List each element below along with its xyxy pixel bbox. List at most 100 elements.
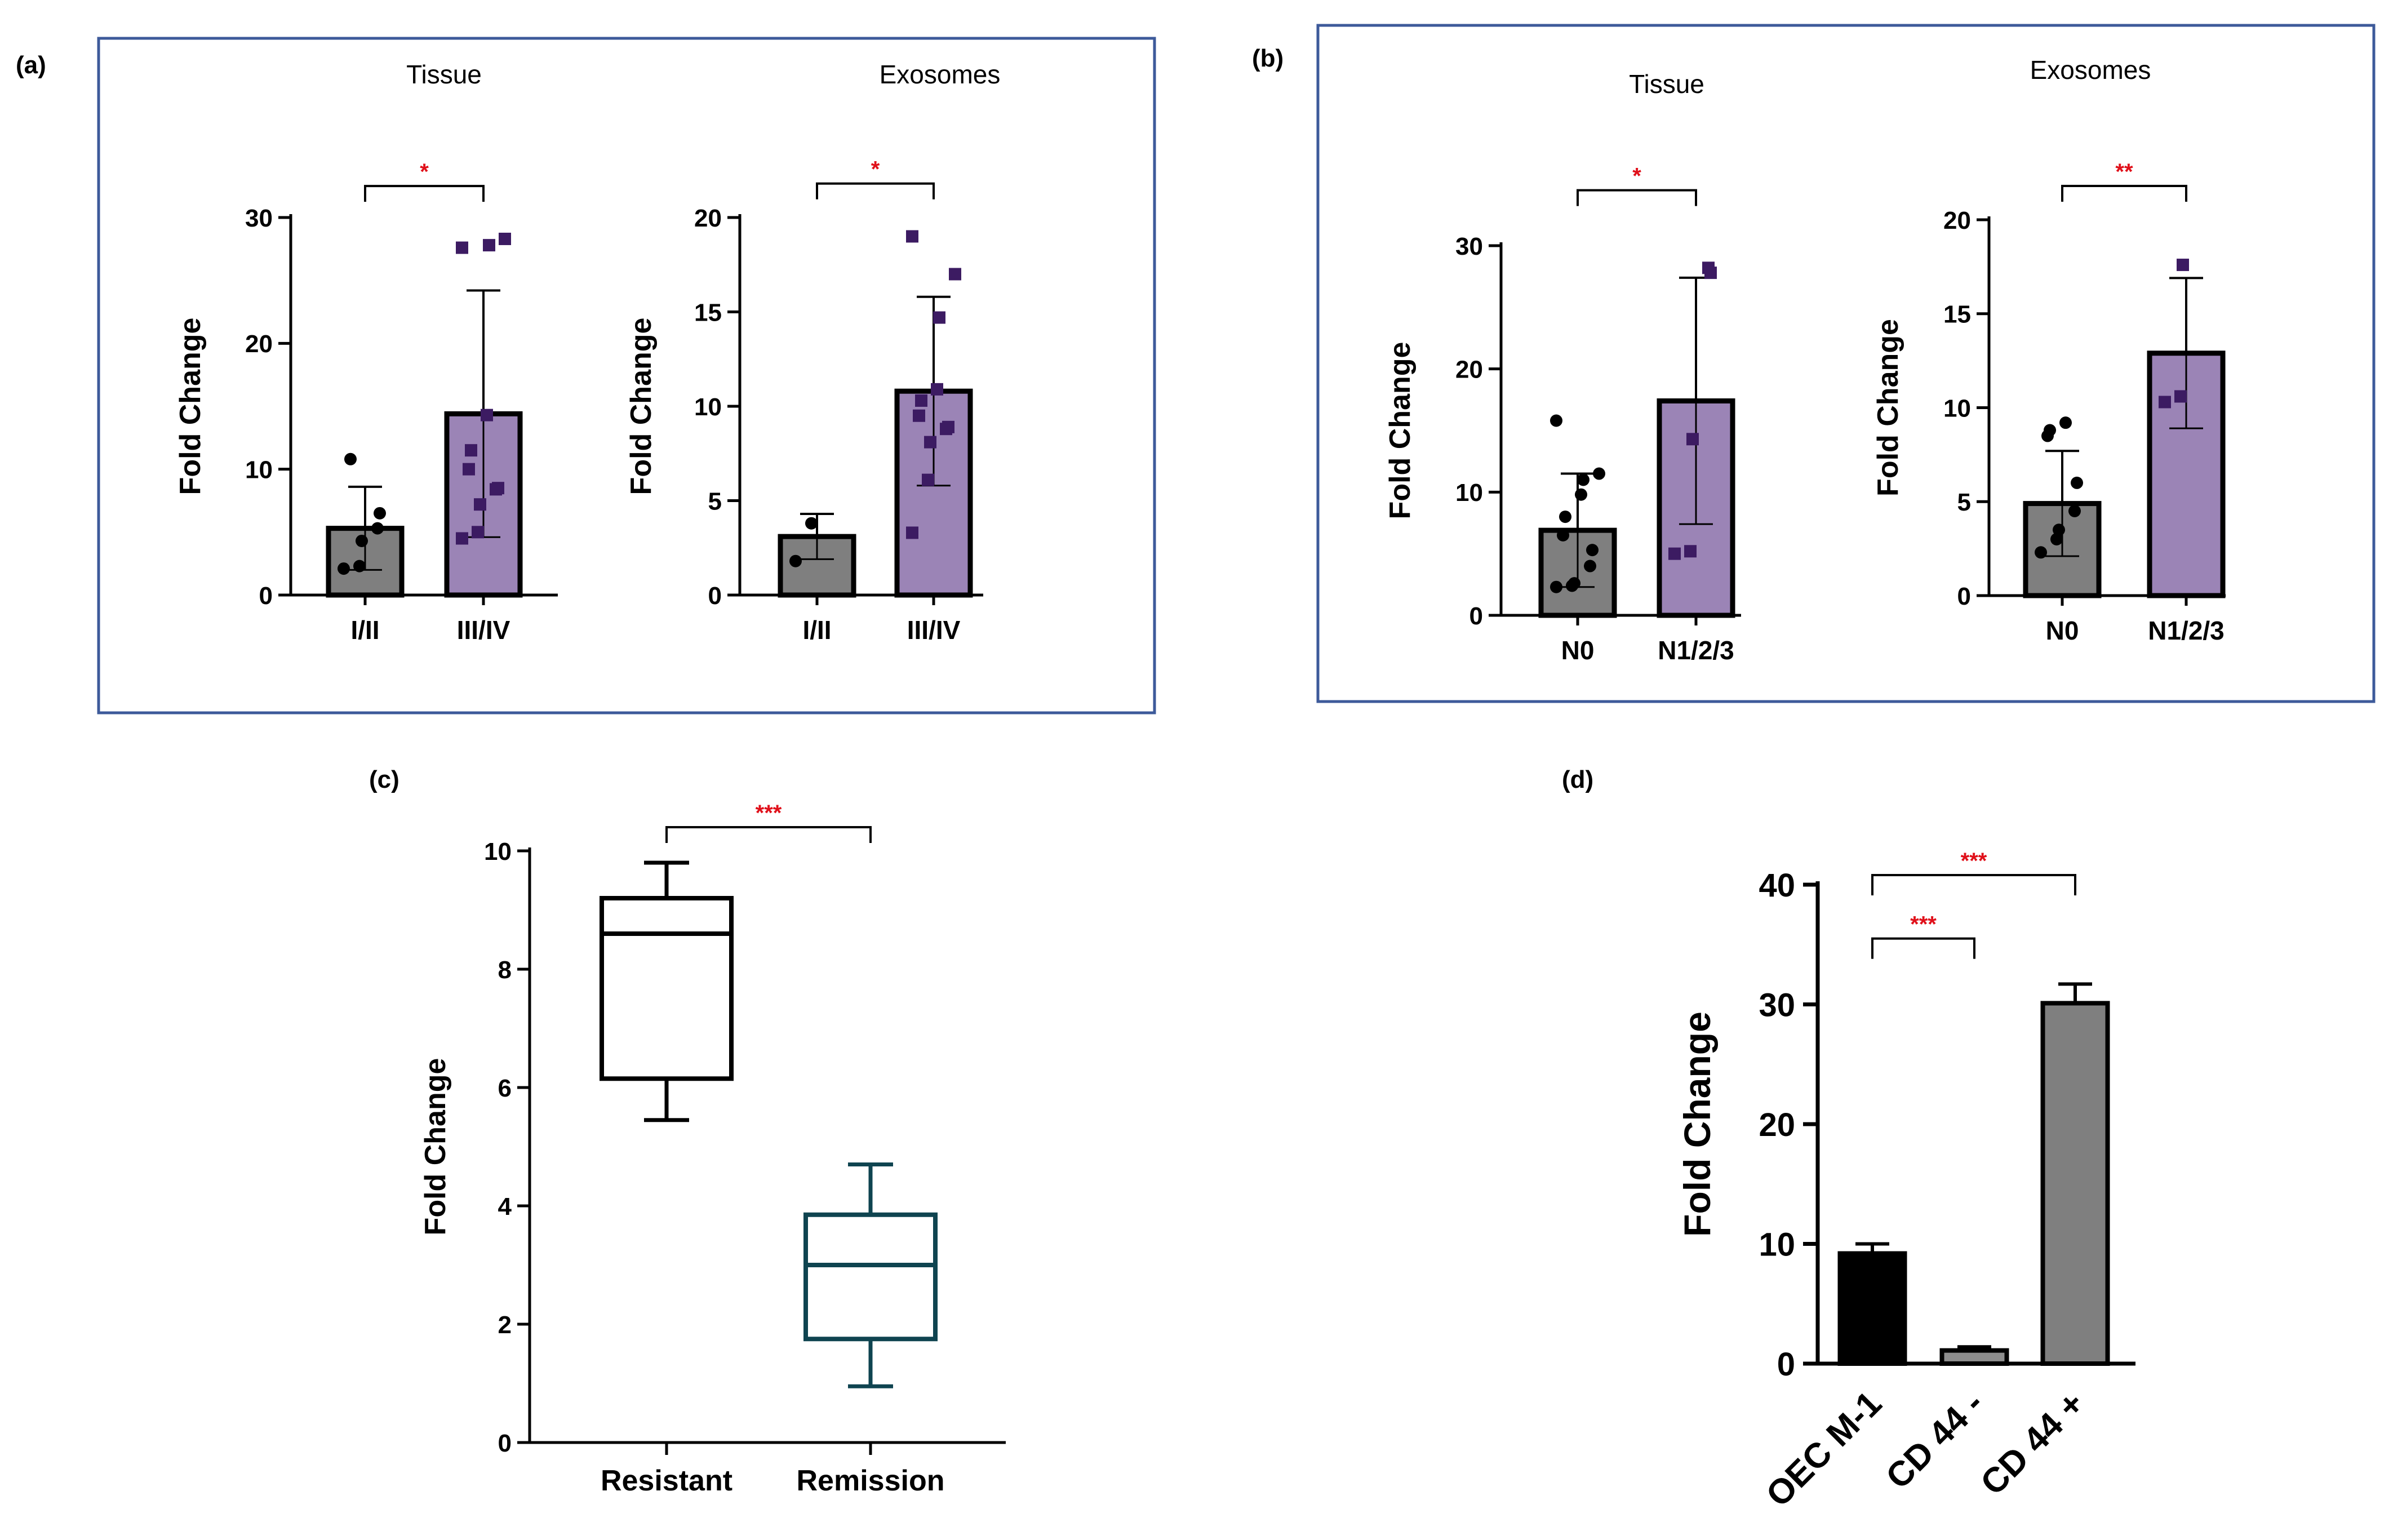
- data-point-a-exosomes: [906, 230, 918, 243]
- y-tick-label-b-tissue: 0: [1469, 602, 1483, 630]
- significance-bracket-a-exosomes: [816, 182, 935, 199]
- data-point-a-tissue: [481, 409, 493, 421]
- chart-title-a-tissue: Tissue: [406, 60, 482, 89]
- y-tick-label-b-exosomes: 10: [1943, 394, 1971, 422]
- data-point-b-tissue: [1684, 545, 1697, 558]
- data-point-a-exosomes: [906, 526, 918, 539]
- data-point-a-tissue: [474, 498, 486, 511]
- data-point-b-tissue: [1586, 544, 1599, 557]
- data-point-a-exosomes: [922, 473, 934, 486]
- y-tick-label-d: 40: [1759, 867, 1795, 904]
- data-point-a-tissue: [371, 522, 384, 535]
- y-tick-label-a-exosomes: 5: [708, 487, 722, 515]
- chart-title-b-exosomes: Exosomes: [2030, 55, 2151, 85]
- data-point-a-tissue: [456, 532, 468, 545]
- significance-bracket-b-tissue: [1577, 189, 1697, 206]
- data-point-a-tissue: [465, 444, 477, 457]
- y-tick-label-c: 6: [498, 1075, 512, 1102]
- significance-label-c: ***: [756, 801, 782, 826]
- data-point-b-exosomes: [2059, 416, 2072, 429]
- panel-d-label: (d): [1562, 766, 1593, 793]
- data-point-a-exosomes: [942, 420, 954, 433]
- y-tick-label-c: 0: [498, 1430, 512, 1457]
- data-point-b-exosomes: [2159, 396, 2171, 409]
- y-tick-label-d: 30: [1759, 987, 1795, 1023]
- data-point-a-tissue: [338, 562, 350, 575]
- panel-a-frame: [97, 37, 1156, 714]
- y-axis-label-d: Fold Change: [1676, 1011, 1718, 1237]
- data-point-a-tissue: [463, 463, 475, 476]
- data-point-b-tissue: [1557, 529, 1569, 542]
- y-tick-label-d: 0: [1777, 1346, 1795, 1383]
- x-tick-label-b-exosomes: N1/2/3: [2148, 616, 2225, 645]
- data-point-a-tissue: [356, 534, 368, 547]
- y-axis-label-a-tissue: Fold Change: [174, 318, 207, 495]
- y-tick-label-c: 2: [498, 1311, 512, 1339]
- data-point-a-tissue: [492, 482, 504, 495]
- significance-bracket-a-tissue: [364, 185, 485, 202]
- y-tick-label-a-tissue: 30: [245, 205, 273, 232]
- y-tick-label-a-exosomes: 20: [694, 205, 722, 232]
- y-tick-label-a-tissue: 20: [245, 330, 273, 358]
- data-point-b-tissue: [1584, 560, 1596, 572]
- y-tick-label-a-exosomes: 0: [708, 582, 722, 610]
- data-point-a-tissue: [344, 452, 357, 465]
- y-tick-label-d: 20: [1759, 1107, 1795, 1143]
- x-tick-label-a-exosomes: III/IV: [907, 615, 961, 645]
- significance-bracket-c: [665, 826, 872, 843]
- data-point-a-exosomes: [789, 554, 802, 567]
- data-point-b-exosomes: [2068, 504, 2081, 517]
- chart-title-a-exosomes: Exosomes: [880, 60, 1001, 89]
- data-point-a-tissue: [472, 526, 484, 539]
- data-point-a-exosomes: [949, 268, 961, 281]
- data-point-a-exosomes: [915, 394, 927, 407]
- y-tick-label-a-tissue: 0: [259, 582, 273, 610]
- data-point-b-exosomes: [2044, 424, 2056, 437]
- panel-b-frame: [1316, 24, 2376, 703]
- panel-b-label: (b): [1252, 45, 1284, 72]
- x-tick-label-a-tissue: III/IV: [457, 615, 510, 645]
- y-tick-label-c: 8: [498, 956, 512, 984]
- significance-bracket-d: [1871, 874, 2076, 895]
- y-axis-label-c: Fold Change: [419, 1058, 452, 1236]
- data-point-b-tissue: [1550, 414, 1562, 427]
- significance-bracket-d: [1871, 937, 1975, 959]
- y-tick-label-a-tissue: 10: [245, 456, 273, 484]
- significance-label-a-exosomes: *: [871, 157, 880, 182]
- data-point-b-tissue: [1668, 547, 1681, 560]
- significance-label-d: ***: [1961, 849, 1987, 873]
- box-c: [600, 896, 734, 1081]
- data-point-b-tissue: [1593, 467, 1605, 480]
- panel-c-label: (c): [369, 766, 399, 793]
- bar-d: [2040, 1001, 2110, 1366]
- data-point-a-exosomes: [931, 383, 943, 396]
- y-axis-label-b-tissue: Fold Change: [1384, 342, 1417, 520]
- y-tick-label-b-exosomes: 5: [1957, 489, 1971, 516]
- data-point-a-tissue: [483, 239, 495, 252]
- significance-label-b-exosomes: **: [2115, 159, 2133, 184]
- x-tick-label-c: Remission: [797, 1464, 945, 1497]
- data-point-a-tissue: [456, 241, 468, 254]
- x-tick-label-b-tissue: N1/2/3: [1658, 636, 1734, 665]
- data-point-b-exosomes: [2177, 259, 2189, 272]
- y-tick-label-c: 4: [498, 1193, 512, 1221]
- y-tick-label-c: 10: [484, 838, 512, 866]
- data-point-b-exosomes: [2071, 476, 2083, 489]
- y-tick-label-a-exosomes: 10: [694, 393, 722, 421]
- data-point-b-tissue: [1577, 473, 1590, 486]
- data-point-b-exosomes: [2050, 532, 2063, 545]
- data-point-a-tissue: [353, 560, 366, 572]
- x-tick-label-b-tissue: N0: [1561, 636, 1595, 665]
- y-tick-label-b-exosomes: 20: [1943, 207, 1971, 234]
- y-tick-label-a-exosomes: 15: [694, 299, 722, 326]
- significance-label-d: ***: [1910, 912, 1937, 937]
- data-point-b-tissue: [1704, 267, 1717, 279]
- y-tick-label-b-exosomes: 15: [1943, 301, 1971, 329]
- data-point-a-exosomes: [933, 311, 945, 324]
- y-tick-label-b-exosomes: 0: [1957, 583, 1971, 610]
- y-tick-label-d: 10: [1759, 1226, 1795, 1263]
- y-axis-label-b-exosomes: Fold Change: [1872, 319, 1904, 496]
- data-point-b-tissue: [1575, 488, 1587, 501]
- data-point-b-tissue: [1686, 433, 1699, 446]
